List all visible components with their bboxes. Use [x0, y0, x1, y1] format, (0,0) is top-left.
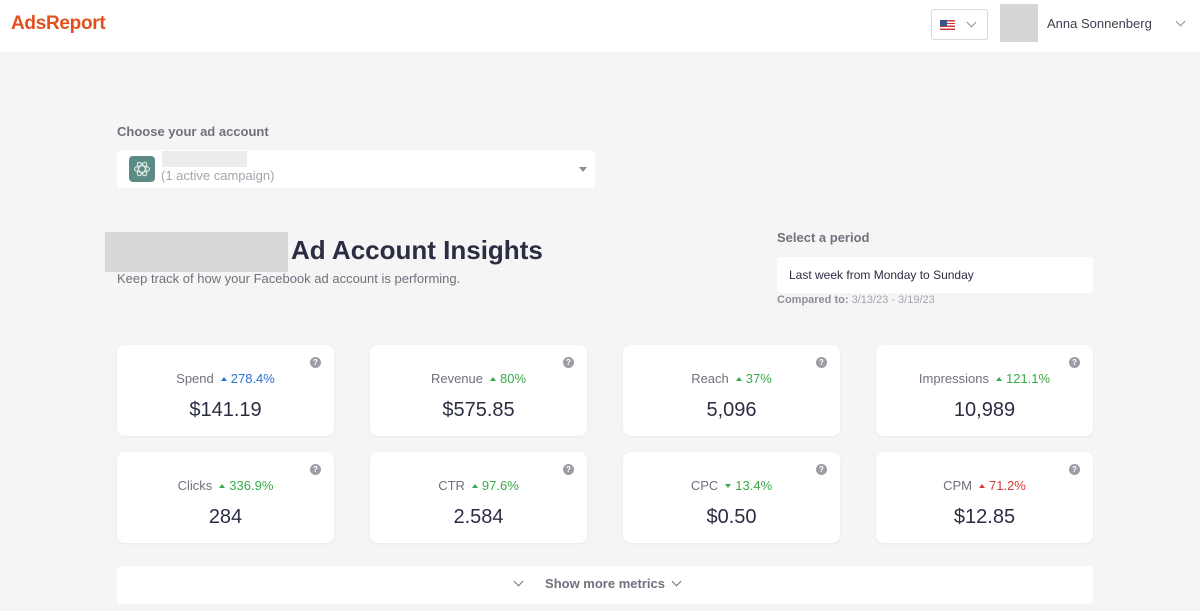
trend-up-icon	[471, 483, 478, 488]
metric-name: Reach	[691, 371, 729, 386]
metric-value: 284	[208, 506, 243, 528]
help-icon[interactable]: ?	[310, 464, 321, 475]
language-select[interactable]	[931, 9, 988, 40]
help-icon[interactable]: ?	[1069, 464, 1080, 475]
metric-value: 2.584	[453, 506, 504, 528]
compared-range: Compared to: 3/13/23 - 3/19/23	[777, 294, 935, 306]
trend-up-icon	[979, 483, 985, 488]
app-logo[interactable]: AdsReport	[11, 13, 106, 34]
metric-value: 10,989	[953, 399, 1016, 421]
trend-up-icon	[490, 376, 496, 381]
account-name-redacted	[162, 151, 247, 167]
metric-card-cpm: ? CPM 71.2% $12.85	[876, 452, 1093, 543]
trend-up-icon	[735, 376, 742, 381]
account-campaign-count: (1 active campaign)	[161, 168, 275, 183]
metric-card-impressions: ? Impressions 121.1% 10,989	[876, 345, 1093, 436]
metric-card-clicks: ? Clicks 336.9% 284	[117, 452, 334, 543]
metric-header: CPC 13.4%	[623, 478, 840, 493]
us-flag-icon	[940, 20, 955, 30]
metric-value: $12.85	[953, 506, 1016, 528]
compared-label: Compared to:	[777, 294, 849, 306]
metric-header: CTR 97.6%	[370, 478, 587, 493]
metric-name: Spend	[176, 371, 214, 386]
metric-change: 13.4%	[735, 478, 773, 493]
page-subtitle: Keep track of how your Facebook ad accou…	[117, 271, 461, 286]
metric-card-cpc: ? CPC 13.4% $0.50	[623, 452, 840, 543]
ad-account-label: Choose your ad account	[117, 124, 269, 139]
metric-header: Spend 278.4%	[117, 371, 334, 386]
metric-card-ctr: ? CTR 97.6% 2.584	[370, 452, 587, 543]
user-menu-chevron-icon[interactable]	[1175, 16, 1186, 27]
account-icon	[129, 156, 155, 182]
metric-header: Reach 37%	[623, 371, 840, 386]
metric-card-reach: ? Reach 37% 5,096	[623, 345, 840, 436]
chevron-down-icon	[966, 17, 977, 28]
metric-card-revenue: ? Revenue 80% $575.85	[370, 345, 587, 436]
help-icon[interactable]: ?	[816, 357, 827, 368]
metric-name: Clicks	[177, 478, 213, 493]
metric-change: 278.4%	[230, 371, 275, 386]
trend-up-icon	[995, 376, 1002, 381]
metric-header: Impressions 121.1%	[876, 371, 1093, 386]
metric-change: 80%	[500, 371, 527, 386]
metric-value: $0.50	[706, 506, 757, 528]
metric-change: 71.2%	[989, 478, 1026, 493]
metric-change: 121.1%	[1005, 371, 1051, 386]
avatar[interactable]	[1000, 4, 1038, 42]
trend-up-icon	[220, 376, 227, 381]
trend-down-icon	[725, 483, 732, 488]
metric-name: CPM	[943, 478, 972, 493]
metric-card-spend: ? Spend 278.4% $141.19	[117, 345, 334, 436]
metric-name: Impressions	[918, 371, 989, 386]
compared-dates: 3/13/23 - 3/19/23	[851, 294, 935, 306]
page-title: Ad Account Insights	[291, 235, 543, 265]
help-icon[interactable]: ?	[310, 357, 321, 368]
period-label: Select a period	[777, 230, 870, 245]
metric-name: CPC	[690, 478, 719, 493]
help-icon[interactable]: ?	[563, 464, 574, 475]
period-select[interactable]: Last week from Monday to Sunday	[777, 257, 1093, 293]
metric-change: 336.9%	[229, 478, 274, 493]
dropdown-caret-icon	[579, 167, 587, 172]
top-bar: AdsReport Anna Sonnenberg	[0, 0, 1200, 52]
metric-value: $575.85	[442, 399, 515, 421]
ad-account-select[interactable]: (1 active campaign)	[117, 150, 595, 188]
metric-value: $141.19	[189, 399, 262, 421]
metric-value: 5,096	[706, 399, 757, 421]
user-name[interactable]: Anna Sonnenberg	[1047, 16, 1152, 31]
help-icon[interactable]: ?	[816, 464, 827, 475]
metric-change: 97.6%	[481, 478, 519, 493]
trend-up-icon	[219, 483, 226, 488]
show-more-metrics-button[interactable]: Show more metrics	[117, 566, 1093, 604]
help-icon[interactable]: ?	[563, 357, 574, 368]
metric-name: CTR	[438, 478, 465, 493]
metric-header: Clicks 336.9%	[117, 478, 334, 493]
metric-header: CPM 71.2%	[876, 478, 1093, 493]
show-more-label: Show more metrics	[545, 576, 665, 591]
metric-name: Revenue	[430, 371, 483, 386]
account-name-redacted-banner	[105, 232, 288, 272]
metric-header: Revenue 80%	[370, 371, 587, 386]
help-icon[interactable]: ?	[1069, 357, 1080, 368]
metric-change: 37%	[745, 371, 772, 386]
